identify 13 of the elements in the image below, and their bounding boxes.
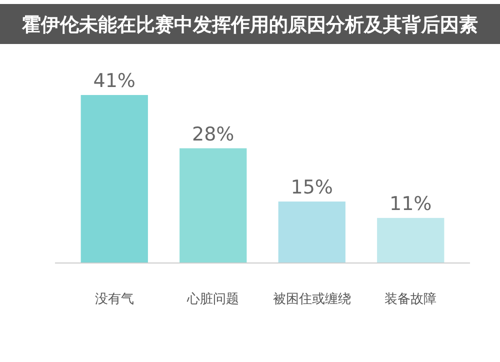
chart-title: 霍伊伦未能在比赛中发挥作用的原因分析及其背后因素: [21, 14, 478, 36]
bar: [377, 218, 444, 263]
data-label: 11%: [390, 192, 432, 215]
data-label: 28%: [192, 123, 234, 146]
bar: [80, 95, 148, 263]
data-label: 41%: [93, 70, 136, 92]
x-tick-label: 被困住或缠绕: [272, 292, 351, 307]
x-tick-label: 装备故障: [384, 292, 437, 307]
x-tick-label: 没有气: [94, 292, 134, 307]
data-label: 15%: [290, 176, 333, 199]
x-tick-label: 心脏问题: [186, 291, 240, 307]
bar: [180, 148, 247, 263]
bar: [278, 202, 346, 263]
